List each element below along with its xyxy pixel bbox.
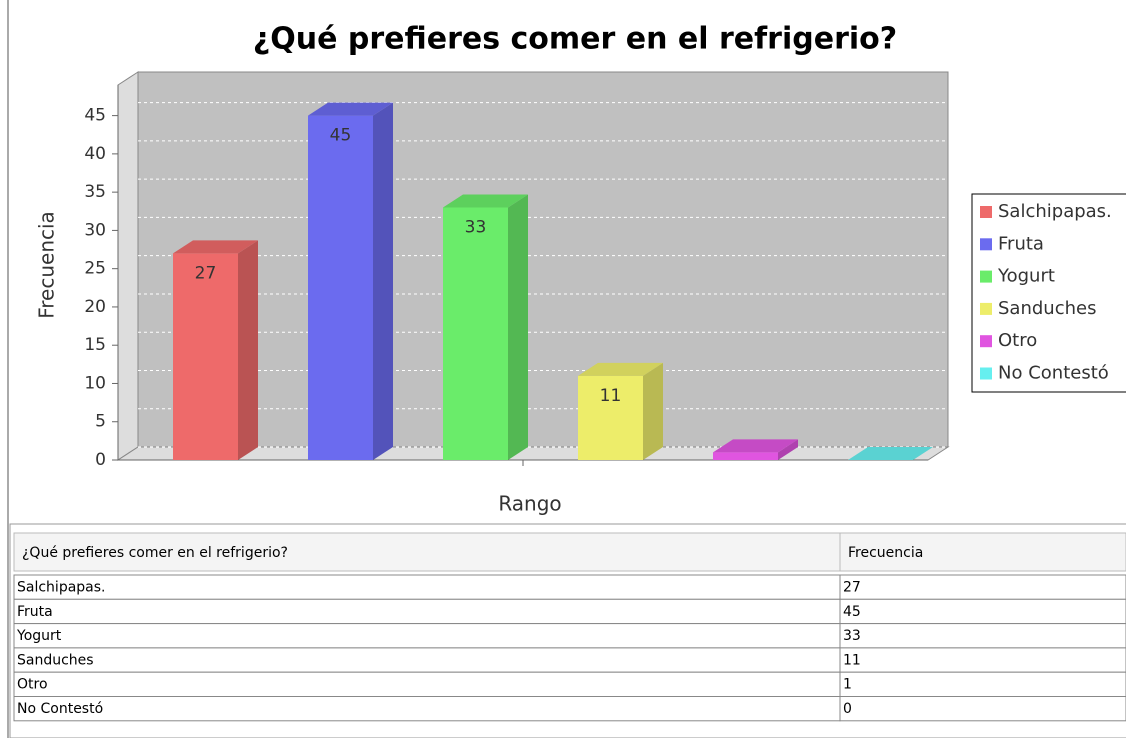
y-tick-label: 45 — [84, 106, 106, 126]
table-cell — [13, 696, 841, 722]
table: ¿Qué prefieres comer en el refrigerio? Fr… — [9, 523, 1126, 738]
table-cell-text: Yogurt — [16, 628, 62, 644]
back-wall — [137, 71, 949, 448]
bar-top — [443, 194, 528, 208]
legend-label: Fruta — [998, 233, 1044, 254]
y-tick-label: 10 — [84, 373, 106, 393]
data-label: 33 — [465, 217, 487, 237]
table-cell — [839, 623, 1126, 649]
bar-front — [578, 375, 643, 460]
bar-front — [713, 452, 778, 460]
bar-side — [238, 240, 258, 460]
y-tick-label: 40 — [84, 144, 106, 164]
y-tick-label: 5 — [95, 412, 106, 432]
legend-swatch — [980, 206, 992, 218]
legend-swatch — [980, 335, 992, 348]
data-label: 11 — [600, 386, 622, 406]
table-cell-text: 1 — [843, 677, 852, 693]
plot: 0 5 10 15 20 25 30 35 40 45 27 45 33 11 — [84, 71, 950, 470]
bar-top — [578, 362, 663, 376]
legend-swatch — [980, 238, 992, 251]
y-tick-label: 15 — [84, 335, 106, 355]
legend-swatch — [980, 367, 992, 380]
bar-top — [308, 102, 393, 116]
data-label: 45 — [330, 126, 352, 146]
table-cell — [13, 671, 841, 698]
table-cell — [839, 574, 1126, 600]
legend-label: Yogurt — [997, 266, 1055, 287]
bar-front — [173, 253, 238, 460]
table-cell-text: Fruta — [17, 604, 53, 620]
table-cell-text: 11 — [843, 652, 861, 668]
y-tick-label: 20 — [84, 297, 106, 317]
bar-side — [643, 362, 663, 460]
legend-label: Salchipapas. — [998, 201, 1112, 222]
y-axis-label: Frecuencia — [35, 211, 59, 319]
table-cell-text: Salchipapas. — [17, 580, 106, 596]
bar-side — [508, 194, 528, 460]
chart-title: ¿Qué prefieres comer en el refrigerio? — [253, 22, 897, 57]
legend-label: No Contestó — [998, 363, 1109, 384]
table-cell — [13, 574, 841, 600]
legend-swatch — [980, 302, 992, 315]
x-axis-label: Rango — [498, 492, 561, 516]
y-tick-label: 30 — [84, 220, 106, 240]
table-header-cell: ¿Qué prefieres comer en el refrigerio? — [22, 545, 288, 561]
bar-top — [173, 240, 258, 254]
table-cell — [839, 696, 1126, 722]
data-label: 27 — [195, 263, 217, 283]
table-cell — [839, 671, 1126, 698]
table-header-cell: Frecuencia — [848, 545, 923, 561]
bar-front — [308, 115, 373, 460]
table-cell-text: Otro — [17, 677, 48, 693]
legend-swatch — [980, 270, 992, 283]
table-cell-text: 0 — [843, 701, 852, 717]
bar-front — [443, 207, 508, 460]
legend-label: Sanduches — [998, 298, 1096, 319]
bar-top — [713, 439, 798, 453]
legend-box — [971, 193, 1126, 393]
bar-top — [848, 447, 933, 460]
y-tick-label: 35 — [84, 182, 106, 202]
table-cell — [13, 623, 841, 649]
table-cell-text: 33 — [843, 628, 861, 644]
table-cell — [13, 647, 841, 673]
table-cell-text: No Contestó — [17, 701, 103, 717]
table-cell-text: 45 — [843, 604, 861, 620]
table-cell — [839, 598, 1126, 625]
bar-side — [778, 439, 798, 460]
table-cell — [839, 647, 1126, 673]
bar-side — [373, 102, 393, 460]
legend-label: Otro — [998, 330, 1037, 351]
y-tick-label: 25 — [84, 259, 106, 279]
legend: Salchipapas. Fruta Yogurt Sanduches Otro No C… — [971, 193, 1126, 393]
y-tick-label: 0 — [95, 450, 106, 470]
table-cell-text: Sanduches — [17, 652, 94, 668]
table-header-bg — [13, 532, 1126, 572]
left-wall — [117, 71, 139, 461]
table-cell-text: 27 — [843, 580, 861, 596]
table-cell — [13, 598, 841, 625]
